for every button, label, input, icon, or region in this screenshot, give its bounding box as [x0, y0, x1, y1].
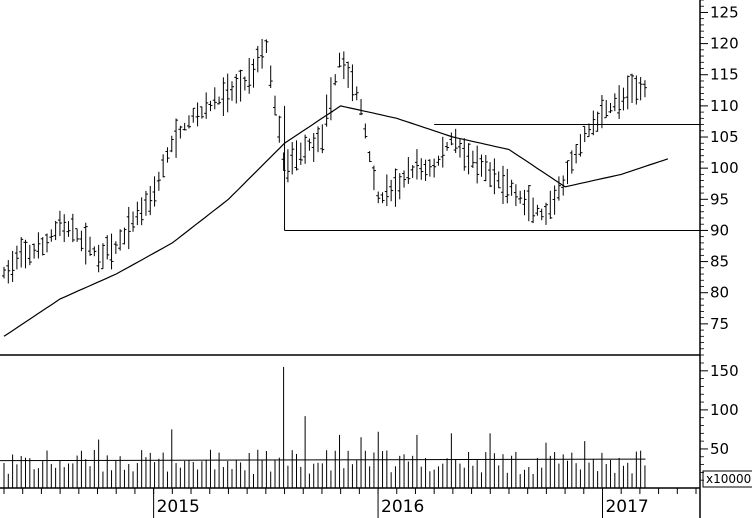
unit-label-box — [702, 470, 752, 488]
volume-tick-label: 150 — [710, 362, 739, 380]
volume-tick-label: 100 — [710, 401, 739, 419]
price-tick-label: 75 — [710, 315, 729, 333]
x-year-label: 2017 — [605, 497, 648, 517]
price-tick-label: 115 — [710, 66, 739, 84]
volume-average-line — [0, 458, 646, 462]
x-year-label: 2015 — [157, 497, 200, 517]
price-tick-label: 90 — [710, 221, 729, 239]
volume-panel — [0, 366, 646, 488]
volume-tick-label: 50 — [710, 440, 729, 458]
price-tick-label: 125 — [710, 3, 739, 21]
x-year-label: 2016 — [381, 497, 424, 517]
price-tick-label: 110 — [710, 97, 739, 115]
moving-average-line — [3, 105, 669, 337]
price-tick-label: 80 — [710, 284, 729, 302]
price-tick-label: 100 — [710, 159, 739, 177]
price-tick-label: 95 — [710, 190, 729, 208]
price-tick-label: 85 — [710, 253, 729, 271]
price-tick-label: 105 — [710, 128, 739, 146]
price-panel — [2, 38, 700, 337]
volume-unit-label: x10000 — [706, 472, 751, 486]
price-tick-label: 120 — [710, 35, 739, 53]
